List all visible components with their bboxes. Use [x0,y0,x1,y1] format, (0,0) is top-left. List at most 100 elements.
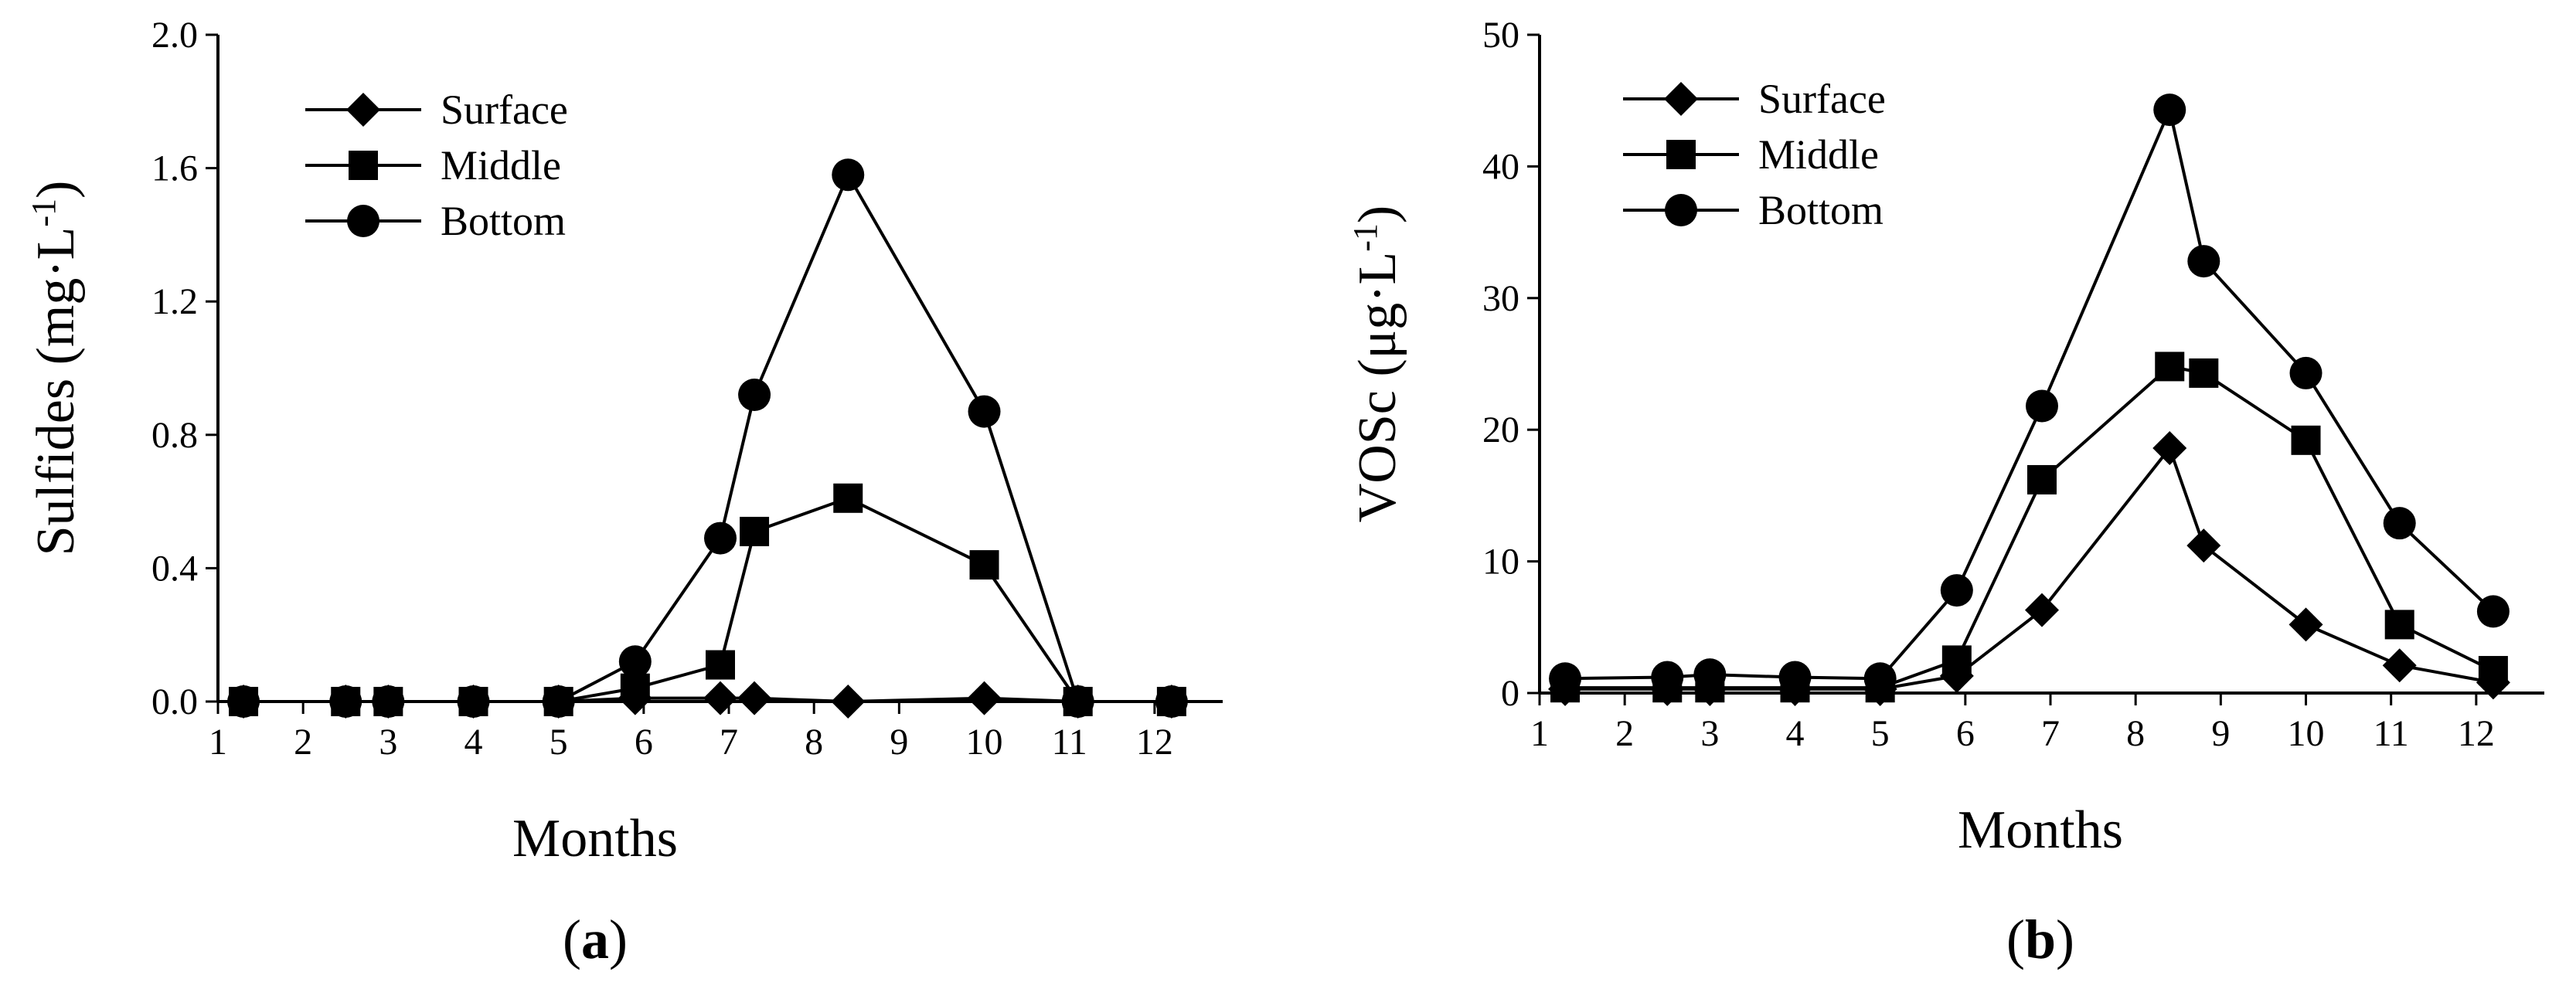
x-tick-label: 5 [550,722,568,763]
x-tick-label: 1 [1530,713,1549,754]
data-point-bottom [1940,574,1973,607]
data-point-bottom [1061,685,1094,718]
data-point-bottom [457,685,490,718]
x-tick-label: 7 [720,722,738,763]
y-axis-title: VOSc (μg·L-1) [1346,206,1408,522]
data-point-middle [740,516,770,546]
x-tick-label: 8 [2126,713,2145,754]
data-point-middle [2155,352,2185,382]
legend-marker-bottom [1665,194,1697,226]
x-tick-label: 5 [1871,713,1890,754]
data-point-middle [969,550,999,580]
legend-marker-surface [346,93,380,127]
legend-label-surface: Surface [1758,76,1886,122]
x-tick-label: 2 [1615,713,1634,754]
data-point-middle [1941,645,1972,675]
x-tick-label: 9 [2211,713,2230,754]
data-point-middle [2027,464,2057,494]
y-tick-label: 0.0 [151,681,198,722]
panel-caption-b-letter: b [2025,909,2056,970]
x-tick-label: 11 [1052,722,1087,763]
chart-panel-a: 0.00.40.81.21.62.01 2 3 4 5 6 7 8 9 10 11 12MonthsS… [25,15,1223,868]
x-tick-label: 12 [1136,722,1173,763]
data-point-bottom [1549,662,1582,695]
data-point-middle [2189,358,2219,388]
x-tick-label: 1 [209,722,227,763]
data-point-bottom [704,522,737,555]
legend-label-bottom: Bottom [441,198,566,244]
y-tick-label: 20 [1482,409,1519,450]
data-point-bottom [2187,245,2220,278]
y-tick-label: 0 [1501,673,1519,714]
series-line-bottom [243,171,1172,703]
y-tick-label: 10 [1482,542,1519,583]
data-point-bottom [738,379,771,412]
data-point-bottom [2383,507,2416,540]
legend-marker-middle [349,151,378,180]
x-tick-label: 4 [1786,713,1805,754]
data-point-surface [831,685,866,719]
data-point-bottom [1778,661,1812,694]
legend-marker-surface [1664,82,1698,116]
y-axis-title: Sulfides (mg·L-1) [25,181,87,556]
data-point-bottom [2153,93,2186,127]
data-point-bottom [968,395,1001,428]
data-point-bottom [1693,658,1727,691]
x-tick-label: 12 [2458,713,2495,754]
data-point-surface [2025,593,2059,627]
data-point-bottom [2476,595,2510,628]
data-point-bottom [329,685,362,718]
legend-label-surface: Surface [441,87,568,133]
series-line-bottom [1565,104,2495,681]
panel-caption-a: (a) [563,909,628,970]
x-tick-label: 8 [805,722,823,763]
data-point-middle [620,673,650,703]
data-point-bottom [832,158,865,192]
legend-label-middle: Middle [1758,131,1879,178]
y-tick-label: 2.0 [151,15,198,56]
y-tick-label: 1.6 [151,148,198,189]
y-tick-label: 50 [1482,15,1519,56]
x-tick-label: 6 [1956,713,1975,754]
legend-marker-middle [1666,140,1696,169]
legend-label-bottom: Bottom [1758,187,1884,233]
x-tick-label: 9 [890,722,908,763]
x-axis-title: Months [1958,800,2123,860]
data-point-bottom [2026,389,2058,423]
data-point-surface [737,681,772,715]
data-point-bottom [1155,685,1188,718]
data-point-bottom [1863,662,1897,695]
legend-marker-bottom [347,205,379,237]
data-point-surface [2186,528,2221,563]
data-point-bottom [227,685,260,718]
data-point-surface [703,681,737,715]
data-point-surface [2152,431,2187,466]
x-tick-label: 6 [635,722,653,763]
y-tick-label: 40 [1482,146,1519,187]
y-tick-label: 30 [1482,278,1519,319]
data-point-surface [2382,648,2417,683]
data-point-middle [2291,425,2321,455]
legend-label-middle: Middle [441,142,561,189]
data-point-middle [2478,656,2508,686]
y-tick-label: 0.8 [151,415,198,456]
x-tick-label: 11 [2374,713,2409,754]
x-tick-label: 10 [2288,713,2325,754]
data-point-middle [2384,610,2414,640]
data-point-bottom [2289,356,2322,389]
data-point-bottom [618,645,652,678]
y-tick-label: 1.2 [151,281,198,322]
data-point-bottom [542,685,575,718]
panel-caption-a-letter: a [581,909,609,970]
x-tick-label: 2 [294,722,312,763]
data-point-surface [967,681,1002,715]
panel-caption-b: (b) [2006,909,2074,970]
data-point-middle [706,650,735,680]
x-tick-label: 10 [966,722,1003,763]
x-tick-label: 3 [379,722,397,763]
x-axis-title: Months [512,809,678,868]
y-tick-label: 0.4 [151,548,198,589]
data-point-bottom [1651,661,1684,694]
